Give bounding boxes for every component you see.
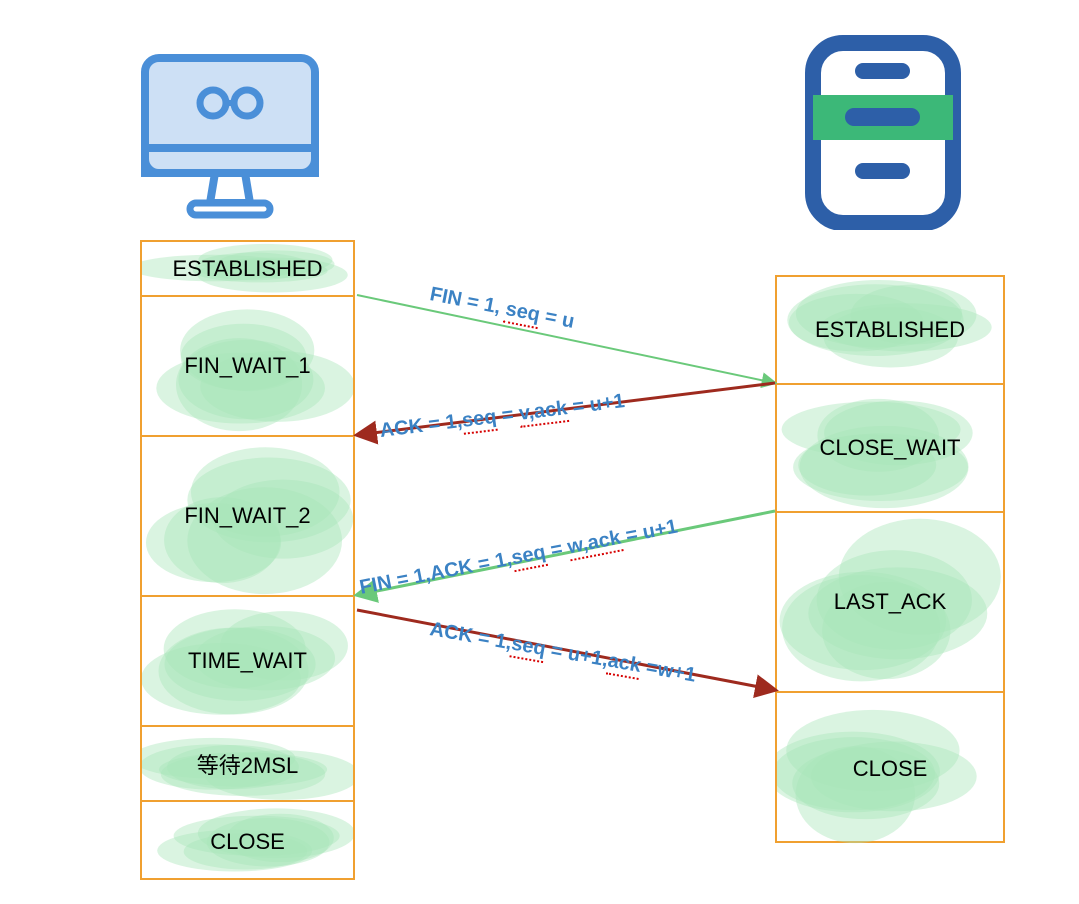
- server-state-2: LAST_ACK: [777, 513, 1003, 693]
- client-state-label-0: ESTABLISHED: [173, 256, 323, 282]
- server-states-column: ESTABLISHED CLOSE_WAIT LAST_ACK CLOSE: [775, 275, 1005, 843]
- arrow-fin1: [357, 295, 775, 383]
- server-state-label-1: CLOSE_WAIT: [820, 435, 961, 461]
- server-state-label-2: LAST_ACK: [834, 589, 947, 615]
- client-state-4: 等待2MSL: [142, 727, 353, 802]
- server-state-label-0: ESTABLISHED: [815, 317, 965, 343]
- client-state-label-2: FIN_WAIT_2: [184, 503, 310, 529]
- arrow-label-3: ACK = 1,seq = u+1,ack =w+1: [428, 618, 698, 687]
- server-icon: [795, 35, 970, 230]
- server-state-0: ESTABLISHED: [777, 277, 1003, 385]
- client-state-label-1: FIN_WAIT_1: [184, 353, 310, 379]
- client-state-5: CLOSE: [142, 802, 353, 882]
- arrow-label-0: FIN = 1, seq = u: [428, 283, 576, 334]
- client-state-label-3: TIME_WAIT: [188, 648, 307, 674]
- client-state-3: TIME_WAIT: [142, 597, 353, 727]
- client-state-label-5: CLOSE: [210, 829, 285, 855]
- tcp-close-diagram: ESTABLISHED FIN_WAIT_1 FIN_WAIT_2 TIME_WAIT…: [0, 0, 1079, 904]
- arrow-label-2: FIN = 1,ACK = 1,seq = w,ack = u+1: [358, 516, 680, 600]
- server-state-label-3: CLOSE: [853, 756, 928, 782]
- client-states-column: ESTABLISHED FIN_WAIT_1 FIN_WAIT_2 TIME_WAIT…: [140, 240, 355, 880]
- server-state-1: CLOSE_WAIT: [777, 385, 1003, 513]
- client-icon: [135, 48, 325, 223]
- client-state-label-4: 等待2MSL: [197, 748, 298, 780]
- server-state-3: CLOSE: [777, 693, 1003, 845]
- client-state-0: ESTABLISHED: [142, 242, 353, 297]
- client-state-2: FIN_WAIT_2: [142, 437, 353, 597]
- arrow-label-1: ACK = 1,seq = v,ack = u+1: [379, 390, 626, 443]
- client-state-1: FIN_WAIT_1: [142, 297, 353, 437]
